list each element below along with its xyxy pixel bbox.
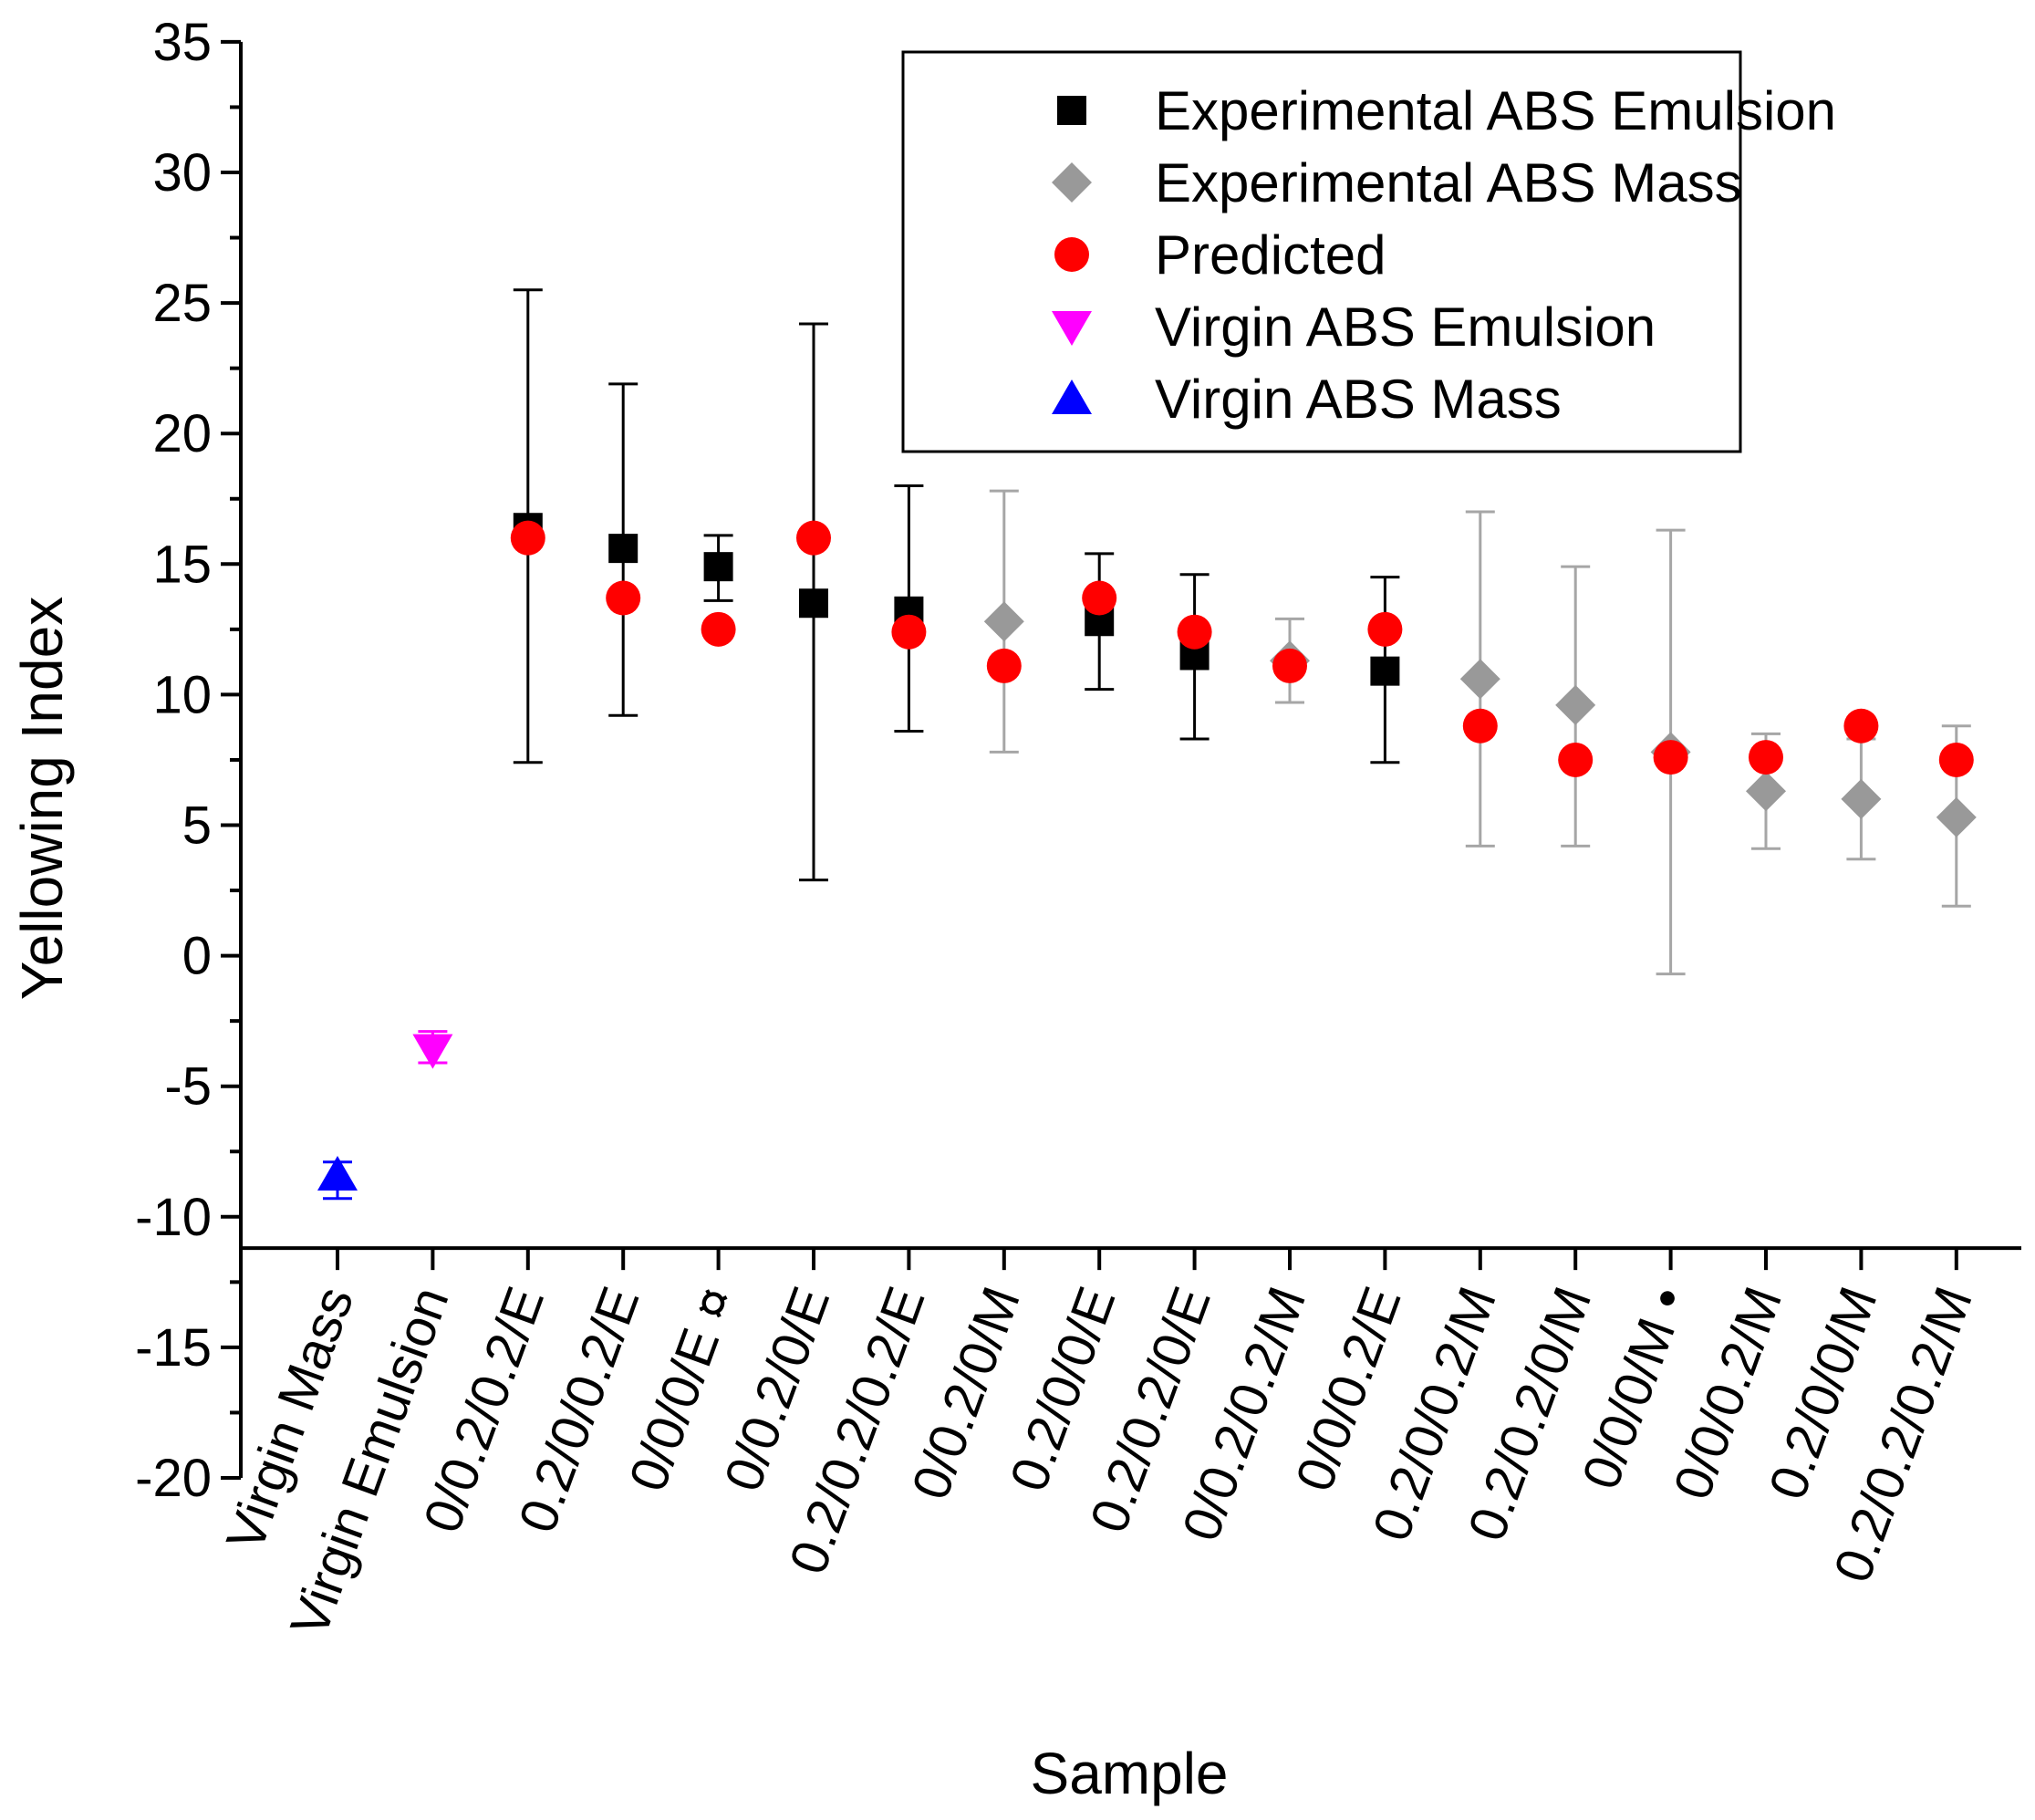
y-tick-label: 35 bbox=[152, 13, 212, 72]
predicted-marker bbox=[1558, 742, 1594, 777]
y-tick-label: 30 bbox=[152, 143, 212, 203]
x-axis-title: Sample bbox=[1031, 1741, 1229, 1806]
predicted-marker bbox=[701, 611, 736, 647]
predicted-marker bbox=[1177, 614, 1212, 650]
legend-label-virgin-abs-emulsion: Virgin ABS Emulsion bbox=[1155, 296, 1656, 358]
legend-marker-virgin-abs-emulsion bbox=[1052, 311, 1092, 346]
predicted-marker bbox=[1272, 648, 1307, 683]
predicted-marker bbox=[986, 648, 1022, 683]
experimental-abs-mass-marker bbox=[1459, 659, 1500, 700]
y-tick-label: 5 bbox=[182, 796, 212, 856]
y-tick-label: -20 bbox=[135, 1449, 212, 1508]
y-tick-label: -5 bbox=[164, 1057, 212, 1117]
experimental-abs-mass-marker bbox=[1555, 684, 1596, 725]
y-tick-label: 20 bbox=[152, 404, 212, 463]
virgin-abs-mass-marker bbox=[317, 1156, 358, 1191]
legend-label-predicted: Predicted bbox=[1155, 224, 1386, 286]
y-tick-label: 0 bbox=[182, 927, 212, 986]
predicted-marker bbox=[510, 520, 545, 556]
y-tick-label: -15 bbox=[135, 1318, 212, 1378]
legend-box bbox=[901, 50, 1742, 453]
virgin-abs-emulsion-marker bbox=[412, 1034, 453, 1069]
legend-label-experimental-abs-mass: Experimental ABS Mass bbox=[1155, 152, 1742, 213]
predicted-marker bbox=[1749, 740, 1783, 775]
legend-marker-virgin-abs-mass bbox=[1052, 380, 1092, 414]
legend-marker-experimental-abs-emulsion bbox=[1057, 96, 1086, 125]
predicted-marker bbox=[1082, 580, 1117, 616]
y-tick-label: 10 bbox=[152, 665, 212, 724]
data-markers bbox=[317, 513, 1977, 1191]
y-tick-label: 25 bbox=[152, 274, 212, 333]
predicted-marker bbox=[1653, 740, 1688, 775]
experimental-abs-mass-marker bbox=[1841, 778, 1882, 819]
predicted-marker bbox=[1462, 708, 1498, 744]
predicted-marker bbox=[796, 520, 831, 556]
predicted-marker bbox=[1843, 708, 1879, 744]
experimental-abs-emulsion-marker bbox=[1370, 656, 1400, 686]
predicted-marker bbox=[606, 580, 641, 616]
legend-marker-predicted bbox=[1054, 237, 1089, 272]
experimental-abs-mass-marker bbox=[1936, 796, 1977, 837]
experimental-abs-mass-marker bbox=[1746, 771, 1786, 812]
legend: Experimental ABS Emulsion Experimental AB… bbox=[901, 50, 1836, 453]
experimental-abs-mass-marker bbox=[983, 601, 1024, 642]
legend-label-virgin-abs-mass: Virgin ABS Mass bbox=[1155, 369, 1562, 430]
legend-label-experimental-abs-emulsion: Experimental ABS Emulsion bbox=[1155, 80, 1836, 141]
y-tick-label: -10 bbox=[135, 1188, 212, 1247]
y-axis-title: Yellowing Index bbox=[9, 597, 75, 1000]
y-tick-label: 15 bbox=[152, 535, 212, 594]
experimental-abs-emulsion-marker bbox=[799, 588, 828, 619]
predicted-marker bbox=[891, 614, 927, 650]
experimental-abs-emulsion-marker bbox=[703, 552, 733, 582]
experimental-abs-emulsion-marker bbox=[608, 534, 639, 564]
legend-marker-experimental-abs-mass bbox=[1052, 162, 1092, 203]
predicted-marker bbox=[1367, 611, 1403, 647]
predicted-marker bbox=[1938, 742, 1974, 777]
